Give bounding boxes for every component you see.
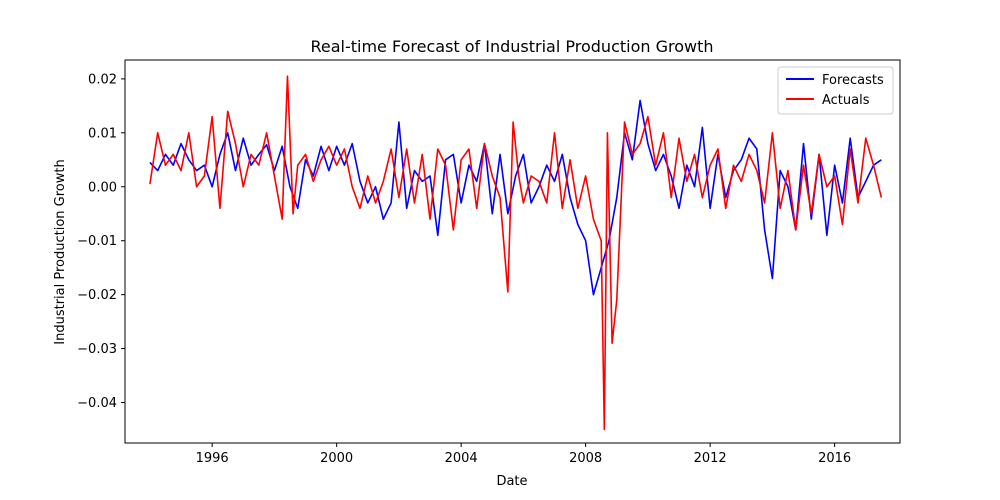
series-line-actuals <box>149 75 883 431</box>
legend: Forecasts Actuals <box>777 66 894 115</box>
plot-frame <box>124 59 901 444</box>
x-tick-label: 2004 <box>445 451 478 466</box>
y-tick-label: −0.03 <box>77 342 117 357</box>
x-axis: 1996 2000 2004 2008 2012 2016 <box>196 443 851 466</box>
x-tick-label: 1996 <box>196 451 229 466</box>
legend-label-forecasts: Forecasts <box>822 73 884 88</box>
y-tick-label: −0.02 <box>77 288 117 303</box>
y-axis: 0.02 0.01 0.00 −0.01 −0.02 −0.03 −0.04 <box>77 72 125 411</box>
chart-title: Real-time Forecast of Industrial Product… <box>310 37 713 56</box>
y-tick-label: 0.02 <box>88 72 117 87</box>
x-tick-label: 2000 <box>320 451 353 466</box>
y-tick-label: 0.00 <box>88 180 117 195</box>
y-tick-label: 0.01 <box>88 126 117 141</box>
x-axis-title: Date <box>496 474 527 489</box>
y-tick-label: −0.04 <box>77 396 117 411</box>
legend-label-actuals: Actuals <box>822 93 870 108</box>
x-tick-label: 2016 <box>818 451 851 466</box>
x-tick-label: 2008 <box>569 451 602 466</box>
y-axis-title: Industrial Production Growth <box>53 159 68 344</box>
y-tick-label: −0.01 <box>77 234 117 249</box>
x-tick-label: 2012 <box>694 451 727 466</box>
